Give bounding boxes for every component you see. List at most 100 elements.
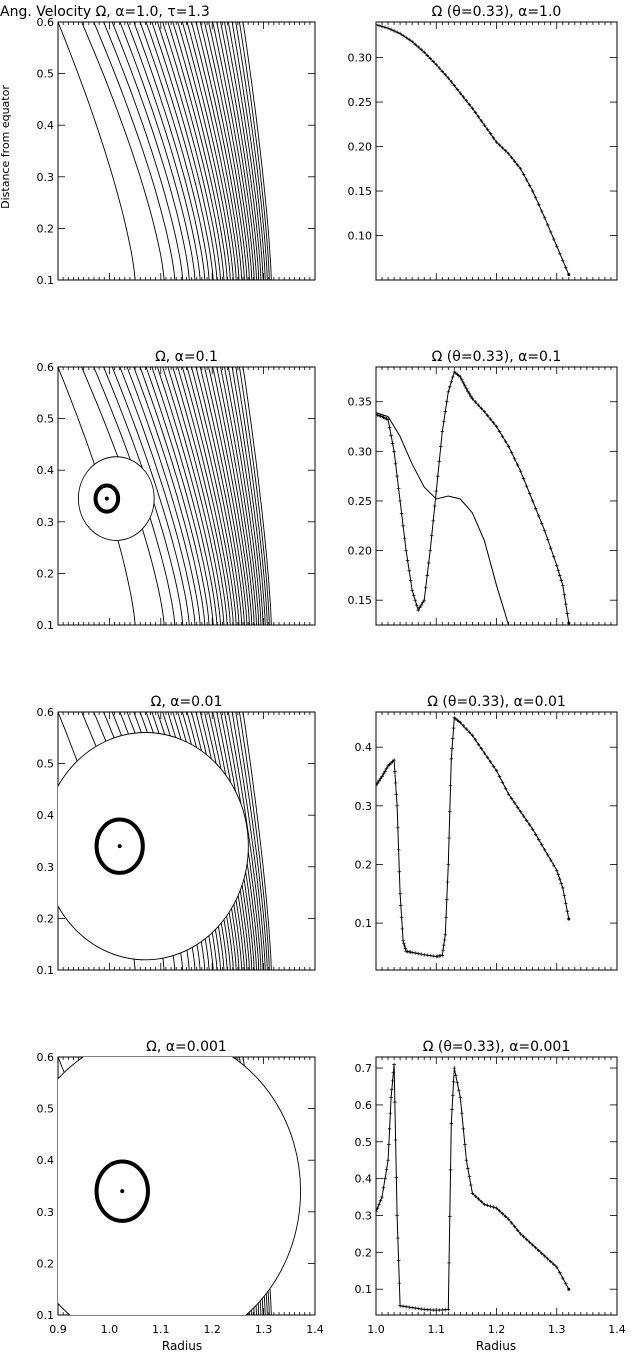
contour-line [235,22,268,280]
data-point [488,1204,493,1209]
data-point [401,523,405,528]
x-tick-label: 1.4 [608,1323,626,1336]
contour-line [186,22,240,280]
data-point [485,127,490,132]
contour-line [199,367,248,625]
contour-line [58,22,136,280]
contour-line [126,367,201,625]
data-point [515,1228,520,1233]
x-tick-label: 1.3 [255,1323,273,1336]
data-point [548,1259,553,1264]
data-point [451,375,455,379]
data-point [500,146,505,150]
data-point [512,456,517,461]
vortex-center [120,1189,125,1194]
contour-line [167,367,228,625]
data-point [464,1158,469,1162]
y-tick-label: 0.1 [37,274,55,287]
data-point [476,403,481,408]
data-point [398,1303,402,1308]
data-point [563,602,568,606]
profile-panel: 0.10 0.15 0.20 0.25 0.30 Ω (θ=0.33), α=1.0 [348,4,618,281]
data-point [518,469,523,473]
data-point [450,1107,454,1112]
data-point [559,881,564,886]
plot-frame [375,21,618,281]
data-point [450,746,454,751]
data-point [503,439,508,444]
data-point [518,1232,523,1236]
contour-line [208,22,253,280]
data-point [428,1308,433,1312]
contour-line [216,367,257,625]
data-point [515,163,520,167]
contour-line [181,367,237,625]
data-point [416,1306,420,1311]
data-point [482,751,487,755]
data-point [542,1254,547,1258]
data-point [567,917,571,921]
data-point [563,1281,568,1286]
data-point [461,95,466,99]
data-point [554,563,559,568]
contour-line [133,22,206,280]
plot-frame [375,1056,618,1316]
contour-panel: 0.1 0.2 0.3 0.4 0.5 0.6 Ω, α=0.01 [37,694,316,977]
data-point [448,385,452,389]
data-point [387,1142,391,1147]
data-point [518,166,523,171]
chart-title: Ω, α=0.1 [155,349,218,365]
data-point [503,148,508,153]
data-point [404,548,408,553]
data-point [378,1198,383,1203]
contour-line [235,367,268,625]
x-axis-label-left: Radius [162,1339,202,1353]
data-point [377,1202,381,1207]
data-point [485,413,490,418]
data-point [401,1304,405,1309]
data-point [380,774,384,779]
data-point [509,796,514,801]
data-point [399,915,404,920]
data-point [515,463,520,467]
data-point [380,24,384,29]
data-point [567,273,571,277]
data-point [419,952,423,956]
data-point [413,1306,417,1310]
data-point [479,1199,484,1204]
data-point [395,804,399,808]
chart-title: Ω (θ=0.33), α=0.1 [432,349,562,365]
contour-line [177,367,234,625]
y-tick-label: 0.4 [355,1173,373,1186]
data-point [530,499,535,503]
data-point [422,952,426,957]
y-tick-label: 0.1 [37,964,55,977]
y-tick-label: 0.3 [37,861,55,874]
y-tick-label: 0.2 [355,1246,373,1259]
data-point [447,836,451,840]
contour-panel: 0.1 0.2 0.3 0.4 0.5 0.6 Ω, α=0.1 [37,349,316,632]
contour-line [126,22,201,280]
y-tick-label: 0.20 [348,141,373,154]
contour-line [238,367,270,625]
data-point [444,915,448,920]
data-point [392,758,396,762]
data-point [563,901,568,906]
x-tick-label: 0.9 [49,1323,67,1336]
data-point [402,536,407,540]
data-point [378,776,383,781]
data-point [403,946,408,951]
data-point [515,805,520,810]
x-tick-label: 1.1 [428,1323,446,1336]
contour-line [162,22,225,280]
data-point [444,399,449,404]
data-point [488,417,493,421]
data-point [395,474,399,478]
data-point [557,573,562,578]
data-point [476,742,481,747]
profile-panel: 0.15 0.20 0.25 0.30 0.35 Ω (θ=0.33), α=0.1 [348,349,618,626]
data-point [416,608,420,612]
data-point [476,114,481,119]
data-point [419,603,423,607]
y-tick-label: 0.20 [348,545,373,558]
